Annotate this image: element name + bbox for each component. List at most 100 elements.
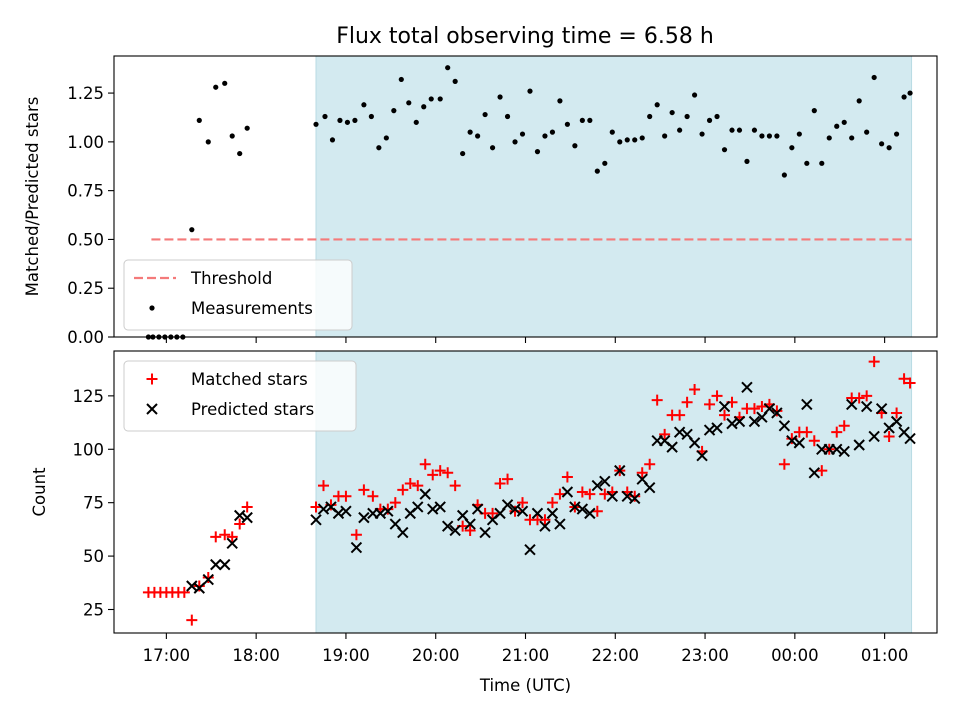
data-point — [602, 160, 608, 166]
data-point — [624, 137, 630, 143]
data-point — [501, 499, 514, 511]
data-point — [778, 458, 790, 470]
data-point — [587, 117, 593, 123]
data-point — [681, 396, 693, 408]
data-point — [382, 505, 394, 517]
data-point — [196, 117, 202, 123]
data-point — [344, 119, 351, 125]
data-point — [202, 573, 214, 586]
data-point — [467, 129, 473, 135]
series-plus-0 — [142, 356, 916, 626]
data-point — [781, 172, 787, 178]
data-point — [310, 501, 322, 513]
data-point — [907, 90, 913, 96]
y-tick-label: 0.50 — [67, 230, 104, 249]
data-point — [883, 430, 895, 442]
series-x-1 — [186, 381, 916, 594]
y-tick-label: 0.25 — [67, 279, 104, 298]
data-point — [210, 531, 222, 543]
data-point — [751, 127, 758, 133]
data-point — [606, 490, 618, 502]
data-point — [778, 420, 791, 432]
data-point — [838, 420, 850, 432]
data-point — [234, 518, 246, 530]
data-point — [226, 531, 238, 543]
y-axis-label: Count — [30, 467, 49, 517]
data-point — [419, 488, 431, 500]
legend: Matched stars Predicted stars — [123, 360, 357, 432]
data-point — [584, 507, 596, 520]
x-tick-label: 19:00 — [322, 646, 370, 665]
data-point — [808, 435, 820, 447]
data-point — [808, 467, 821, 479]
data-point — [350, 541, 363, 554]
data-point — [659, 428, 671, 440]
data-point — [860, 400, 873, 413]
data-point — [313, 121, 319, 127]
data-point — [226, 537, 238, 549]
x-tick-label: 17:00 — [143, 646, 191, 665]
data-point — [241, 511, 253, 524]
data-point — [391, 108, 397, 114]
data-point — [674, 409, 686, 421]
data-point — [479, 526, 491, 539]
data-point — [504, 113, 511, 120]
data-point — [826, 135, 832, 141]
data-point — [729, 127, 735, 133]
data-point — [688, 437, 701, 449]
y-tick-label: 125 — [73, 387, 105, 406]
data-point — [557, 98, 563, 104]
data-point — [811, 108, 817, 114]
data-point — [691, 92, 698, 98]
x-tick-label: 23:00 — [681, 646, 729, 665]
data-point — [845, 398, 858, 411]
data-point — [193, 582, 206, 594]
data-point — [542, 133, 548, 139]
data-point — [704, 398, 716, 410]
data-point — [591, 479, 604, 492]
data-point — [178, 586, 190, 598]
data-point — [428, 96, 434, 102]
y-tick-label: 0.75 — [67, 182, 104, 201]
data-point — [413, 119, 419, 125]
data-point — [831, 426, 843, 438]
data-point — [711, 422, 723, 434]
data-point — [406, 100, 412, 106]
data-point — [789, 145, 795, 151]
data-point — [554, 518, 566, 530]
data-point — [651, 394, 663, 406]
data-point — [434, 465, 446, 477]
data-point — [421, 104, 427, 110]
y-tick-label: 1.00 — [67, 133, 104, 152]
data-point — [419, 458, 431, 470]
data-point — [741, 381, 753, 394]
data-point — [350, 529, 362, 541]
data-point — [310, 514, 322, 526]
y-axis-label: Matched/Predicted stars — [23, 97, 42, 297]
data-point — [509, 505, 521, 517]
x-tick-label: 18:00 — [232, 646, 280, 665]
data-point — [669, 109, 675, 116]
data-point — [497, 94, 503, 100]
data-point — [539, 520, 551, 532]
x-tick-label: 00:00 — [771, 646, 819, 665]
data-point — [445, 65, 451, 71]
data-point — [759, 133, 765, 139]
data-point — [689, 383, 701, 395]
data-point — [383, 135, 389, 141]
data-point — [599, 475, 611, 488]
data-point — [539, 514, 551, 526]
data-point — [189, 227, 195, 233]
legend: Threshold Measurements — [123, 259, 353, 331]
data-point — [554, 488, 566, 500]
data-point — [186, 614, 198, 626]
x-tick-label: 20:00 — [412, 646, 460, 665]
data-point — [517, 497, 529, 509]
data-point — [766, 133, 773, 139]
data-point — [219, 558, 231, 571]
data-point — [237, 150, 243, 157]
data-point — [718, 400, 731, 413]
data-point — [561, 486, 574, 498]
data-point — [629, 492, 641, 505]
data-point — [864, 129, 870, 135]
